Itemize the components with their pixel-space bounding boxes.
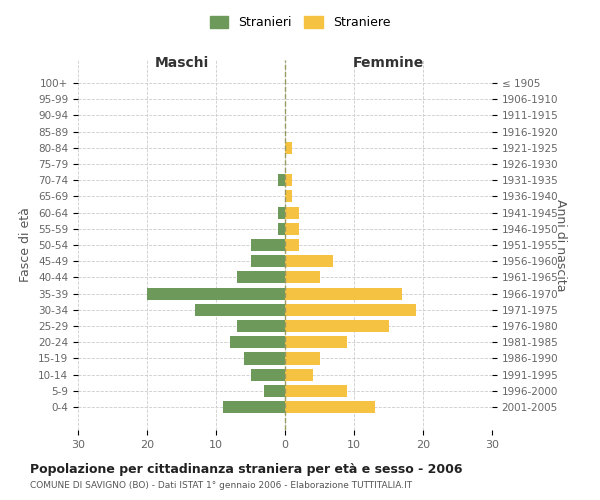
- Text: COMUNE DI SAVIGNO (BO) - Dati ISTAT 1° gennaio 2006 - Elaborazione TUTTITALIA.IT: COMUNE DI SAVIGNO (BO) - Dati ISTAT 1° g…: [30, 481, 412, 490]
- Bar: [196, 304, 285, 316]
- Bar: [265, 385, 285, 397]
- Bar: [244, 352, 285, 364]
- Bar: [237, 320, 285, 332]
- Bar: [278, 174, 285, 186]
- Bar: [278, 222, 285, 235]
- Bar: [285, 368, 313, 381]
- Bar: [285, 336, 347, 348]
- Bar: [285, 352, 320, 364]
- Bar: [147, 288, 285, 300]
- Bar: [285, 142, 292, 154]
- Bar: [251, 255, 285, 268]
- Text: Popolazione per cittadinanza straniera per età e sesso - 2006: Popolazione per cittadinanza straniera p…: [30, 462, 463, 475]
- Bar: [223, 401, 285, 413]
- Legend: Stranieri, Straniere: Stranieri, Straniere: [205, 11, 395, 34]
- Bar: [251, 239, 285, 251]
- Bar: [285, 272, 320, 283]
- Text: Femmine: Femmine: [353, 56, 424, 70]
- Bar: [285, 190, 292, 202]
- Bar: [237, 272, 285, 283]
- Bar: [285, 222, 299, 235]
- Bar: [285, 320, 389, 332]
- Bar: [278, 206, 285, 218]
- Text: Maschi: Maschi: [154, 56, 209, 70]
- Bar: [285, 206, 299, 218]
- Bar: [285, 304, 416, 316]
- Bar: [285, 255, 334, 268]
- Bar: [230, 336, 285, 348]
- Bar: [285, 288, 402, 300]
- Bar: [285, 385, 347, 397]
- Bar: [251, 368, 285, 381]
- Bar: [285, 174, 292, 186]
- Y-axis label: Fasce di età: Fasce di età: [19, 208, 32, 282]
- Bar: [285, 401, 374, 413]
- Bar: [285, 239, 299, 251]
- Y-axis label: Anni di nascita: Anni di nascita: [554, 198, 567, 291]
